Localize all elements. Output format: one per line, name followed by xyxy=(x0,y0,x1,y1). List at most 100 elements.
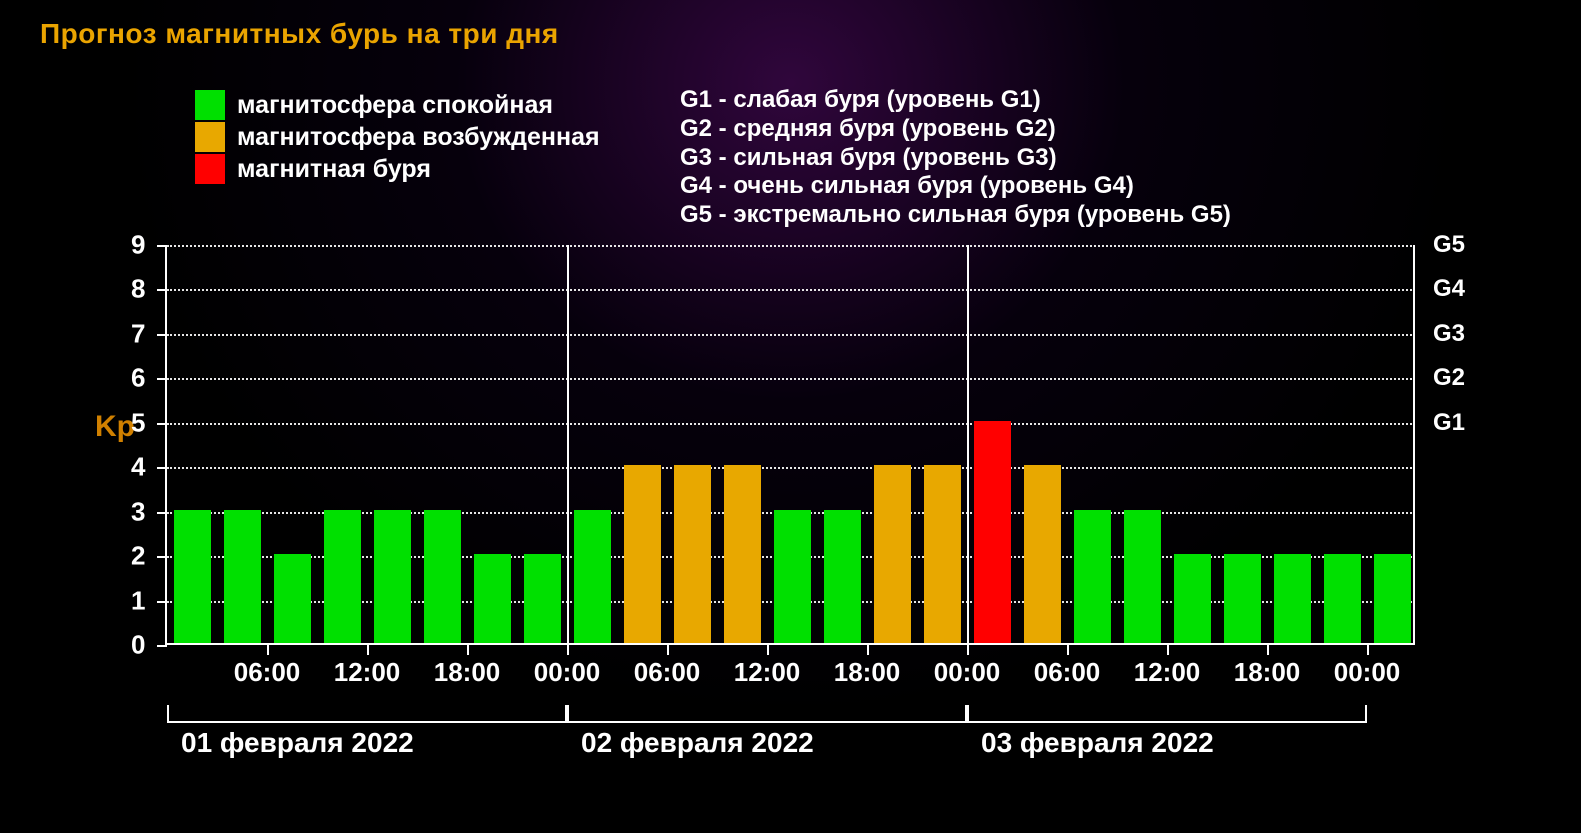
y-tick xyxy=(157,467,167,469)
x-time-label: 06:00 xyxy=(234,657,301,688)
bar xyxy=(724,465,761,643)
x-time-label: 12:00 xyxy=(734,657,801,688)
date-bracket xyxy=(167,705,567,723)
date-bracket xyxy=(967,705,1367,723)
bar xyxy=(474,554,511,643)
bar xyxy=(424,510,461,643)
x-tick xyxy=(367,645,369,655)
g-level-label: G2 xyxy=(1433,364,1465,392)
bar xyxy=(1024,465,1061,643)
plot-area: 0123456789G1G2G3G4G506:0012:0018:0000:00… xyxy=(165,245,1415,645)
bar xyxy=(674,465,711,643)
legend-row: магнитная буря xyxy=(195,154,600,184)
y-tick xyxy=(157,645,167,647)
x-time-label: 18:00 xyxy=(434,657,501,688)
x-tick xyxy=(267,645,269,655)
bar xyxy=(624,465,661,643)
y-tick-label: 0 xyxy=(131,630,145,661)
legend-color: магнитосфера спокойнаямагнитосфера возбу… xyxy=(195,90,600,186)
date-label: 02 февраля 2022 xyxy=(581,727,814,759)
x-tick xyxy=(467,645,469,655)
bar xyxy=(1324,554,1361,643)
legend-label: магнитосфера спокойная xyxy=(237,91,553,120)
legend-g-levels: G1 - слабая буря (уровень G1)G2 - средня… xyxy=(680,86,1231,230)
bar xyxy=(1374,554,1411,643)
x-tick xyxy=(767,645,769,655)
x-tick xyxy=(967,645,969,655)
legend-label: магнитная буря xyxy=(237,155,431,184)
bar xyxy=(1124,510,1161,643)
g-level-label: G4 xyxy=(1433,275,1465,303)
x-tick xyxy=(1167,645,1169,655)
g-level-label: G1 xyxy=(1433,409,1465,437)
legend-g-row: G1 - слабая буря (уровень G1) xyxy=(680,86,1231,115)
legend-row: магнитосфера возбужденная xyxy=(195,122,600,152)
y-tick-label: 2 xyxy=(131,541,145,572)
x-time-label: 12:00 xyxy=(1134,657,1201,688)
chart-title: Прогноз магнитных бурь на три дня xyxy=(40,18,559,50)
bar xyxy=(324,510,361,643)
x-tick xyxy=(1067,645,1069,655)
bar xyxy=(224,510,261,643)
y-tick xyxy=(157,245,167,247)
y-tick-label: 9 xyxy=(131,230,145,261)
bar xyxy=(1174,554,1211,643)
x-time-label: 06:00 xyxy=(634,657,701,688)
x-tick xyxy=(1267,645,1269,655)
date-bracket xyxy=(567,705,967,723)
x-time-label: 18:00 xyxy=(834,657,901,688)
legend-swatch xyxy=(195,90,225,120)
y-tick-label: 8 xyxy=(131,274,145,305)
legend-swatch xyxy=(195,154,225,184)
legend-g-row: G3 - сильная буря (уровень G3) xyxy=(680,144,1231,173)
gridline xyxy=(167,334,1415,336)
bar xyxy=(924,465,961,643)
plot-right-border xyxy=(1413,245,1415,643)
bar xyxy=(1074,510,1111,643)
bar xyxy=(524,554,561,643)
x-tick xyxy=(567,645,569,655)
gridline xyxy=(167,467,1415,469)
g-level-label: G5 xyxy=(1433,231,1465,259)
y-tick-label: 6 xyxy=(131,363,145,394)
g-level-label: G3 xyxy=(1433,320,1465,348)
bar xyxy=(824,510,861,643)
x-time-label: 00:00 xyxy=(934,657,1001,688)
y-tick-label: 3 xyxy=(131,496,145,527)
x-tick xyxy=(667,645,669,655)
bar xyxy=(774,510,811,643)
kp-chart: Kp 0123456789G1G2G3G4G506:0012:0018:0000… xyxy=(165,245,1485,645)
x-time-label: 00:00 xyxy=(1334,657,1401,688)
bar xyxy=(874,465,911,643)
y-axis-title-text: Kp xyxy=(95,410,135,443)
bar xyxy=(974,421,1011,643)
day-separator xyxy=(567,245,569,643)
y-tick xyxy=(157,556,167,558)
gridline xyxy=(167,423,1415,425)
y-tick xyxy=(157,334,167,336)
x-time-label: 12:00 xyxy=(334,657,401,688)
y-axis-title: Kp xyxy=(95,410,135,444)
y-tick xyxy=(157,289,167,291)
y-tick xyxy=(157,378,167,380)
gridline xyxy=(167,289,1415,291)
legend-swatch xyxy=(195,122,225,152)
date-label: 01 февраля 2022 xyxy=(181,727,414,759)
x-time-label: 00:00 xyxy=(534,657,601,688)
y-tick-label: 1 xyxy=(131,585,145,616)
legend-row: магнитосфера спокойная xyxy=(195,90,600,120)
bar xyxy=(174,510,211,643)
x-time-label: 06:00 xyxy=(1034,657,1101,688)
y-tick-label: 5 xyxy=(131,407,145,438)
bar xyxy=(374,510,411,643)
y-tick xyxy=(157,512,167,514)
gridline xyxy=(167,378,1415,380)
x-time-label: 18:00 xyxy=(1234,657,1301,688)
y-tick-label: 4 xyxy=(131,452,145,483)
y-tick xyxy=(157,423,167,425)
legend-g-row: G2 - средняя буря (уровень G2) xyxy=(680,115,1231,144)
bar xyxy=(274,554,311,643)
date-label: 03 февраля 2022 xyxy=(981,727,1214,759)
y-tick-label: 7 xyxy=(131,318,145,349)
bar xyxy=(1274,554,1311,643)
